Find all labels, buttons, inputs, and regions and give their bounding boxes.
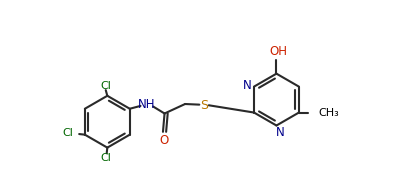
Text: N: N	[276, 126, 285, 139]
Text: N: N	[243, 79, 252, 92]
Text: NH: NH	[137, 97, 155, 111]
Text: Cl: Cl	[100, 81, 111, 91]
Text: OH: OH	[269, 45, 287, 58]
Text: O: O	[159, 134, 168, 147]
Text: S: S	[200, 99, 208, 112]
Text: CH₃: CH₃	[319, 108, 339, 118]
Text: Cl: Cl	[62, 128, 73, 138]
Text: Cl: Cl	[100, 153, 111, 163]
